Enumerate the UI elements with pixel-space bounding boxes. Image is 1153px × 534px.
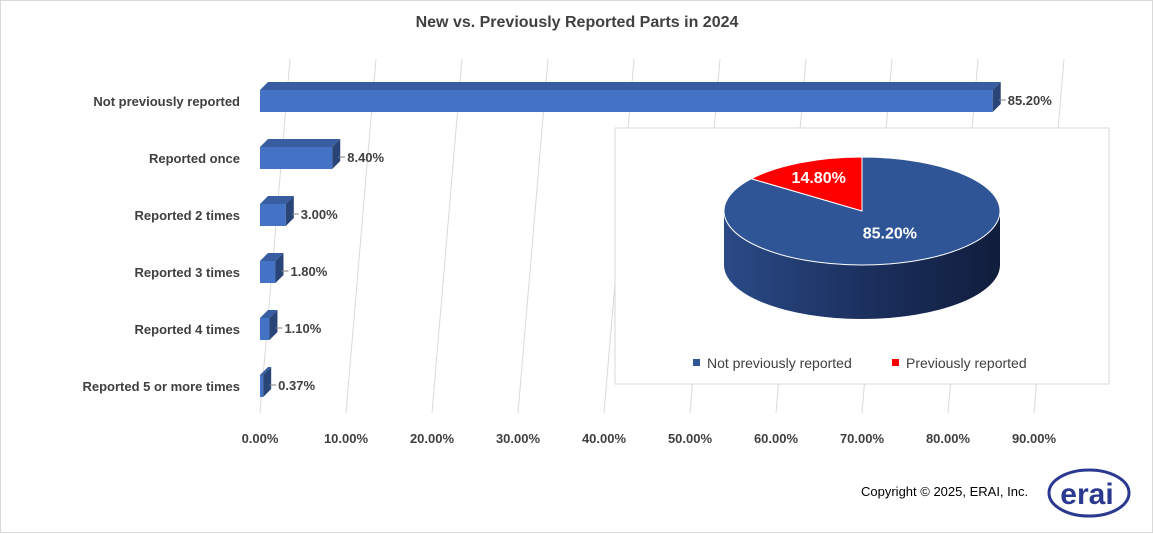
bar-top — [260, 310, 278, 318]
bar-side — [332, 139, 341, 169]
bar — [260, 253, 284, 283]
bar-data-labels: 85.20% 8.40% 3.00% 1.80% 1.10% 0.37% — [269, 93, 1052, 393]
x-tick-label: 10.00% — [324, 431, 369, 446]
logo-text: erai — [1060, 478, 1113, 511]
gridline — [345, 58, 377, 414]
x-tick-label: 50.00% — [668, 431, 713, 446]
bar-data-label: 85.20% — [1008, 93, 1053, 108]
bar — [260, 367, 272, 397]
gridline — [517, 58, 549, 414]
legend-item: Not previously reported — [693, 355, 852, 371]
gridline — [431, 58, 463, 414]
legend-label: Not previously reported — [707, 355, 852, 371]
bar-data-label: 1.80% — [290, 264, 327, 279]
pie-data-labels: 85.20% 14.80% — [792, 170, 917, 243]
category-labels: Not previously reported Reported once Repo… — [83, 94, 241, 394]
erai-logo: erai — [1047, 468, 1131, 518]
bar-side — [275, 253, 284, 283]
category-label: Not previously reported — [93, 94, 240, 109]
gridline — [259, 58, 291, 414]
x-tick-label: 90.00% — [1012, 431, 1057, 446]
x-tick-label: 60.00% — [754, 431, 799, 446]
x-tick-label: 0.00% — [242, 431, 279, 446]
pie-slices — [723, 156, 1001, 319]
bar — [260, 310, 278, 340]
bar — [260, 196, 294, 226]
legend-label: Previously reported — [906, 355, 1027, 371]
x-axis-ticks: 0.00% 10.00% 20.00% 30.00% 40.00% 50.00% 60.00… — [242, 431, 1057, 446]
bar — [260, 82, 1001, 112]
bar-side — [285, 196, 294, 226]
pie-slice — [723, 156, 1001, 266]
category-label: Reported 5 or more times — [83, 379, 241, 394]
bar-side — [269, 310, 278, 340]
x-tick-label: 70.00% — [840, 431, 885, 446]
pie-slice — [750, 156, 863, 212]
bar-top — [260, 82, 1001, 90]
x-tick-label: 40.00% — [582, 431, 627, 446]
pie-chart-panel: 85.20% 14.80% Not previously reported Prev… — [614, 127, 1110, 385]
bar-top — [260, 367, 272, 375]
bar-data-label: 8.40% — [347, 150, 384, 165]
category-label: Reported 2 times — [135, 208, 240, 223]
bar — [260, 139, 341, 169]
bar-data-label: 1.10% — [284, 321, 321, 336]
pie-data-label: 14.80% — [792, 170, 846, 187]
bar-top — [260, 139, 341, 147]
bar-front — [260, 375, 264, 397]
category-label: Reported once — [149, 151, 240, 166]
bar-front — [260, 90, 993, 112]
chart-title: New vs. Previously Reported Parts in 202… — [416, 14, 739, 31]
bar-top — [260, 196, 294, 204]
bar-top — [260, 253, 284, 261]
bar-data-label: 3.00% — [301, 207, 338, 222]
pie-data-label: 85.20% — [863, 226, 917, 243]
x-tick-label: 20.00% — [410, 431, 455, 446]
copyright-text: Copyright © 2025, ERAI, Inc. — [861, 484, 1028, 499]
bar-front — [260, 147, 333, 169]
category-label: Reported 4 times — [135, 322, 240, 337]
legend-swatch — [693, 359, 700, 366]
x-tick-label: 30.00% — [496, 431, 541, 446]
pie-legend: Not previously reported Previously report… — [693, 355, 1027, 371]
bar-front — [260, 318, 270, 340]
bar-data-label: 0.37% — [278, 378, 315, 393]
bar-side — [992, 82, 1001, 112]
bar-series — [260, 82, 1001, 397]
x-tick-label: 80.00% — [926, 431, 971, 446]
legend-item: Previously reported — [892, 355, 1027, 371]
category-label: Reported 3 times — [135, 265, 240, 280]
bar-front — [260, 204, 286, 226]
legend-swatch — [892, 359, 899, 366]
bar-front — [260, 261, 276, 283]
bar-side — [263, 367, 272, 397]
